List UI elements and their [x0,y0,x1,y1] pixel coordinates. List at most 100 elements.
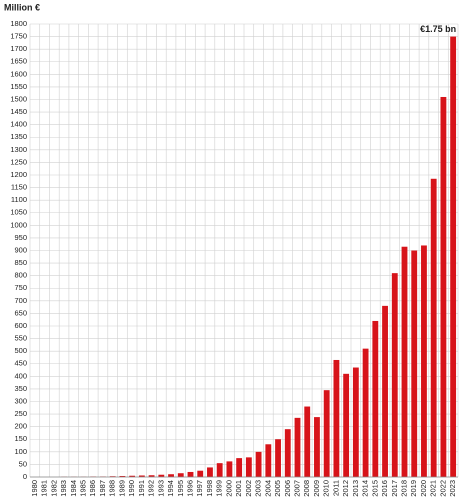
y-tick-label: 900 [14,245,27,254]
y-tick-label: 1700 [10,44,27,53]
x-tick-label: 2002 [244,480,253,497]
x-tick-label: 2006 [283,480,292,497]
x-tick-label: 1983 [59,480,68,497]
y-tick-label: 1000 [10,220,27,229]
x-tick-label: 2016 [380,480,389,497]
bar [333,359,340,477]
x-tick-label: 1989 [117,480,126,497]
bar [177,473,184,477]
y-tick-label: 1400 [10,120,27,129]
bar [304,406,311,477]
x-tick-label: 2005 [273,480,282,497]
y-tick-label: 1200 [10,170,27,179]
bar [294,417,301,477]
x-tick-label: 2007 [292,480,301,497]
bar [275,439,281,477]
bar [372,320,379,477]
annotation: €1.75 bn [420,24,456,34]
bar [216,463,223,477]
y-tick-label: 1750 [10,32,27,41]
bar [401,246,408,477]
x-tick-label: 2023 [448,480,457,497]
y-tick-label: 750 [14,283,27,292]
x-tick-label: 2010 [322,480,331,497]
x-tick-label: 1991 [137,480,146,497]
y-tick-label: 850 [14,258,27,267]
y-tick-label: 650 [14,308,27,317]
y-tick-label: 0 [23,472,27,481]
x-tick-label: 1993 [156,480,165,497]
y-tick-label: 400 [14,371,27,380]
x-tick-label: 1988 [108,480,117,497]
y-tick-label: 1100 [11,195,27,204]
bar [207,467,213,477]
x-tick-label: 1997 [195,480,204,497]
bar [255,451,262,477]
y-tick-label: 1450 [10,107,27,116]
bar [382,305,388,477]
x-tick-label: 1981 [40,480,49,497]
x-tick-label: 2022 [438,480,447,497]
y-tick-label: 450 [14,359,27,368]
x-tick-label: 1985 [78,480,87,497]
x-tick-label: 2013 [351,480,360,497]
bar [245,457,252,477]
y-tick-label: 1650 [10,57,27,66]
y-tick-label: 250 [14,409,27,418]
y-tick-label: 800 [14,271,27,280]
y-tick-label: 1300 [10,145,27,154]
bar [265,444,272,477]
x-tick-label: 2015 [370,480,379,497]
y-tick-label: 1550 [10,82,27,91]
y-tick-label: 300 [14,396,27,405]
x-tick-label: 1995 [176,480,185,497]
bar [236,458,243,477]
y-tick-label: 50 [19,459,27,468]
x-tick-label: 2021 [429,480,438,497]
x-tick-label: 2018 [399,480,408,497]
bar [421,245,427,477]
y-tick-label: 1250 [10,157,27,166]
bar [411,250,418,477]
bar [343,373,350,477]
x-tick-label: 2011 [331,480,340,496]
bar [284,429,291,477]
bar [197,470,204,477]
y-tick-label: 700 [14,296,27,305]
bar [158,474,165,477]
y-tick-label: 350 [14,384,27,393]
y-tick-label: 1350 [10,132,27,141]
x-tick-label: 2009 [312,480,321,497]
x-tick-label: 2001 [234,480,243,497]
x-tick-label: 1999 [215,480,224,497]
bar [119,475,126,477]
x-tick-label: 2012 [341,480,350,497]
x-tick-label: 1982 [49,480,58,497]
bar [450,36,457,477]
bar [226,461,233,477]
bar [129,475,136,477]
x-tick-label: 1990 [127,480,136,497]
x-tick-label: 1996 [185,480,194,497]
x-tick-label: 2000 [224,480,233,497]
x-tick-label: 1994 [166,480,175,497]
bar [314,417,320,477]
x-tick-label: 2008 [302,480,311,497]
x-tick-label: 1998 [205,480,214,497]
bar [168,474,174,477]
x-tick-label: 2020 [419,480,428,497]
y-tick-label: 950 [14,233,27,242]
x-tick-label: 1986 [88,480,97,497]
y-tick-label: 500 [14,346,27,355]
bar [323,390,330,477]
y-tick-label: 550 [14,334,27,343]
y-tick-label: 150 [14,434,27,443]
x-tick-label: 2014 [361,480,370,497]
x-tick-label: 1987 [98,480,107,497]
bar [148,475,155,477]
y-tick-label: 1500 [10,94,27,103]
bar [362,348,369,477]
y-tick-label: 1800 [10,19,27,28]
